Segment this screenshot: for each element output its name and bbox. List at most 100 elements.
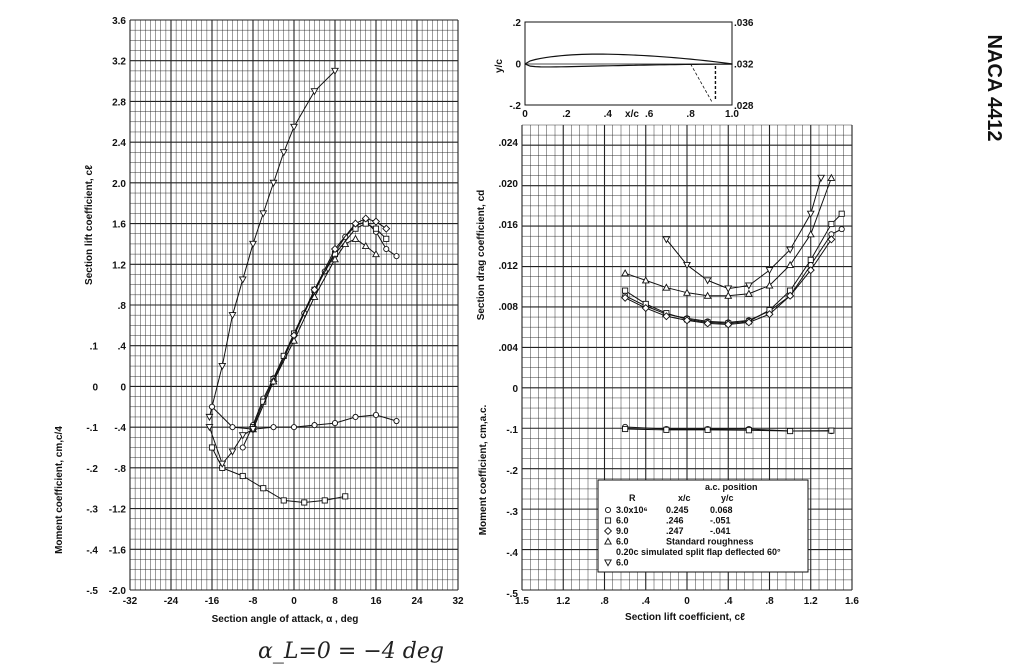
left-x-axis-label: Section angle of attack, α , deg [212,614,359,625]
data-point [372,249,380,258]
legend-marker [603,526,613,536]
x-tick-label: 0 [291,596,297,607]
data-point [310,292,319,300]
data-point [765,310,774,319]
inset-y-tick: -.2 [509,101,521,112]
handwritten-note: α_L=0 = −4 deg [258,639,444,664]
y-tick-label: -1.6 [109,545,127,556]
data-point [280,497,287,504]
data-point [371,217,381,226]
x-tick-label: 32 [452,596,464,607]
data-point [817,174,826,183]
drag-curve [624,228,842,323]
legend-header-xc: x/c [678,493,691,503]
airfoil-outline [524,53,733,68]
data-point [361,214,370,223]
inset-y-tick: .2 [513,18,522,29]
data-point [765,281,774,289]
moment-tick-label: -.3 [506,507,518,518]
data-point [260,485,267,492]
data-point [744,282,753,290]
legend-yc: -.041 [710,526,731,536]
data-point [838,226,845,233]
y-tick-label: .024 [499,138,519,149]
right-panel-data [621,173,845,435]
legend-box: a.c. position R x/c y/c 3.0x10⁶ 0.245 0.06… [597,479,809,573]
data-point [683,288,691,296]
left-y-axis-label: Section lift coefficient, cℓ [84,165,95,285]
data-point [703,277,712,285]
split-flap [690,63,713,103]
x-tick-label: 16 [370,596,382,607]
data-point [238,276,247,284]
data-point [662,283,671,291]
legend-marker [604,559,612,567]
y-tick-label: 2.0 [112,179,126,190]
moment-tick-label: -.4 [86,545,98,556]
legend-header-R: R [629,493,636,503]
data-point [301,499,308,506]
y-tick-label: 3.2 [112,57,126,68]
data-point [786,291,795,300]
data-point [662,236,671,244]
data-point [290,424,298,431]
data-point [786,260,795,269]
data-point [806,266,815,275]
x-tick-label: -24 [164,596,179,607]
legend-xc: .247 [666,526,684,536]
data-point [205,413,214,422]
data-point [682,316,692,325]
legend-note: 0.20c simulated split flap deflected 60° [616,547,781,557]
data-point [290,123,298,132]
y-tick-label: 0 [120,382,126,393]
inset-x-tick: .2 [562,109,571,120]
data-point [393,253,400,260]
data-point [641,276,650,284]
y-tick-label: -2.0 [109,586,127,597]
left-panel-data [205,67,400,506]
x-tick-label: 1.2 [556,596,570,607]
moment-tick-label: -.1 [86,423,98,434]
legend-R: 6.0 [616,516,629,526]
y-tick-label: -.4 [114,423,126,434]
data-point [229,424,236,431]
data-point [622,287,629,294]
y-tick-label: 3.6 [112,16,126,27]
data-point [321,497,328,504]
legend-R: 6.0 [616,558,629,568]
data-point [827,235,836,244]
data-point [828,220,835,228]
inset-frame [524,21,733,106]
data-point [269,179,278,187]
legend-R: 3.0x10⁶ [616,505,648,515]
data-point [279,149,288,157]
x-tick-label: -8 [249,596,258,607]
moment-tick-label: -.4 [506,548,518,559]
data-point [838,210,845,217]
data-point [249,240,257,249]
inset-right-tick: .032 [734,60,754,71]
x-tick-label: -16 [205,596,220,607]
airfoil-title: NACA 4412 [983,34,1005,141]
data-point [218,363,227,371]
x-tick-label: .8 [600,596,609,607]
moment-curve [211,447,346,503]
legend-marker [604,517,612,524]
data-point [765,267,774,275]
data-point [352,413,359,421]
data-point [351,219,360,228]
x-tick-label: .4 [642,596,651,607]
moment-tick-label: -.3 [86,505,98,516]
legend-yc: -.051 [710,516,731,526]
y-tick-label: 2.8 [112,97,126,108]
legend-note: Standard roughness [666,537,754,547]
legend-header-ac: a.c. position [705,482,758,492]
inset-x-tick: 1.0 [725,109,739,120]
y-tick-label: 1.2 [112,260,126,271]
legend-header-yc: y/c [721,493,734,503]
data-point [341,239,350,247]
data-point [382,224,391,233]
x-tick-label: 0 [684,596,690,607]
